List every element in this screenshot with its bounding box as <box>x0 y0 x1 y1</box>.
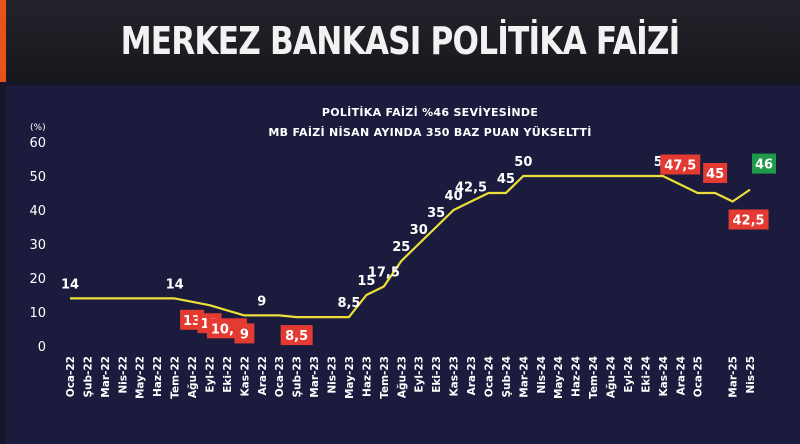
x-tick-label: Mar-24 <box>518 356 530 398</box>
data-label: 8,5 <box>285 329 308 344</box>
x-tick-label: Ara-23 <box>466 356 478 395</box>
header-bar: MERKEZ BANKASI POLİTİKA FAİZİ <box>0 0 800 82</box>
data-label: 14 <box>61 277 79 292</box>
x-tick-label: Eki-23 <box>431 356 443 393</box>
cut-label-box <box>660 154 701 175</box>
cut-label-box <box>728 209 769 230</box>
x-tick-label: Nis-24 <box>536 356 548 394</box>
data-label: 9 <box>257 294 266 309</box>
chart-subtitle-line-1: POLİTİKA FAİZİ %46 SEVİYESİNDE <box>322 105 538 119</box>
data-label: 17,5 <box>368 266 400 281</box>
data-label: 8,5 <box>337 296 360 311</box>
x-tick-label: Kas-24 <box>658 356 670 396</box>
policy-rate-line <box>70 174 751 319</box>
x-tick-label: Mar-25 <box>728 356 740 398</box>
data-label: 15 <box>357 274 375 289</box>
x-tick-label: Kas-22 <box>239 356 251 396</box>
y-tick-label: 10 <box>29 306 46 321</box>
x-tick-label: Mar-22 <box>100 356 112 398</box>
x-tick-label: Eki-24 <box>640 356 652 393</box>
x-tick-label: Oca-23 <box>274 356 286 397</box>
y-tick-label: 50 <box>29 170 46 185</box>
data-label: 14 <box>166 277 184 292</box>
x-tick-label: Eyl-22 <box>204 356 216 393</box>
y-tick-label: 30 <box>29 238 46 253</box>
cut-label-box <box>234 323 255 344</box>
x-tick-label: Kas-23 <box>449 356 461 396</box>
x-tick-label: Eki-22 <box>222 356 234 393</box>
x-tick-label: Ara-24 <box>675 356 687 395</box>
x-tick-label: Ağu-24 <box>606 356 618 398</box>
data-label: 42,5 <box>455 181 487 196</box>
x-tick-label: May-23 <box>344 356 356 399</box>
y-tick-label: 40 <box>29 204 46 219</box>
x-tick-label: Tem-23 <box>379 356 391 399</box>
x-tick-label: Eyl-24 <box>623 356 635 393</box>
data-label: 42,5 <box>733 214 765 229</box>
data-label: 46 <box>755 158 773 173</box>
chart-panel <box>6 86 800 444</box>
data-label: 45 <box>706 167 724 182</box>
data-label: 35 <box>427 206 445 221</box>
x-tick-label: Ağu-22 <box>187 356 199 398</box>
data-label: 30 <box>410 223 428 238</box>
x-tick-label: Haz-23 <box>361 356 373 397</box>
y-tick-label: 60 <box>29 136 46 151</box>
x-tick-label: Şub-23 <box>292 356 304 398</box>
cut-label-box <box>703 163 728 183</box>
x-tick-label: Nis-23 <box>327 356 339 394</box>
data-label: 9 <box>240 327 249 342</box>
x-tick-label: Mar-23 <box>309 356 321 398</box>
x-tick-label: Ağu-23 <box>396 356 408 398</box>
x-tick-label: Oca-25 <box>693 356 705 397</box>
page-title: MERKEZ BANKASI POLİTİKA FAİZİ <box>120 19 681 63</box>
chart-subtitle-line-2: MB FAİZİ NİSAN AYINDA 350 BAZ PUAN YÜKSE… <box>268 125 591 139</box>
hike-label-box <box>752 153 776 174</box>
data-label: 40 <box>445 189 463 204</box>
x-tick-label: Nis-25 <box>745 356 757 394</box>
x-tick-label: Haz-24 <box>571 356 583 397</box>
data-label: 25 <box>392 240 410 255</box>
cut-label-box <box>280 325 313 346</box>
x-tick-label: May-22 <box>135 356 147 399</box>
x-tick-label: Oca-24 <box>483 356 495 397</box>
x-tick-label: Ara-22 <box>257 356 269 395</box>
x-tick-label: Haz-22 <box>152 356 164 397</box>
x-tick-label: Şub-22 <box>82 356 94 398</box>
x-tick-label: Eyl-23 <box>414 356 426 393</box>
x-tick-label: Nis-22 <box>117 356 129 394</box>
y-tick-label: 20 <box>29 272 46 287</box>
x-tick-label: Tem-22 <box>170 356 182 399</box>
x-tick-label: Tem-24 <box>588 356 600 399</box>
header-accent-stripe <box>0 0 6 82</box>
data-label: 50 <box>514 155 532 170</box>
x-tick-label: Şub-24 <box>501 356 513 398</box>
data-label: 45 <box>497 172 515 187</box>
y-axis-unit-label: (%) <box>30 123 46 133</box>
data-label: 13 <box>183 314 201 329</box>
x-tick-label: May-24 <box>553 356 565 399</box>
data-label: 47,5 <box>664 159 696 174</box>
x-tick-label: Oca-22 <box>65 356 77 397</box>
y-tick-label: 0 <box>38 340 46 355</box>
